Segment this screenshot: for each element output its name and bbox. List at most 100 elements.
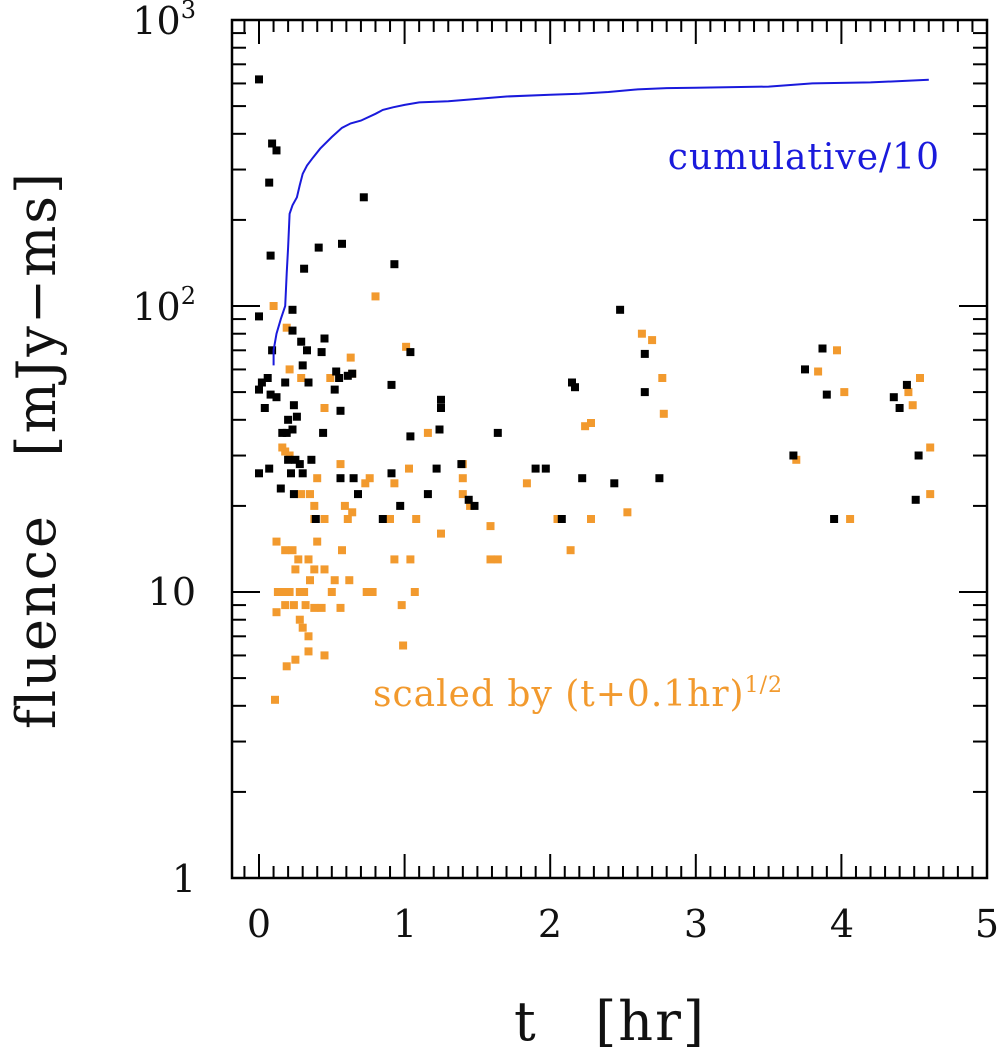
fluence-data-point [457,460,466,469]
fluence-data-point [655,474,664,483]
y-tick-label-10: 10 [148,570,196,614]
scaled-data-point [458,490,467,499]
fluence-data-point [822,390,831,399]
scaled-data-point [285,588,294,596]
fluence-data-point [338,239,346,248]
fluence-data-point [610,479,619,488]
scaled-data-point [840,388,849,397]
fluence-data-point [889,393,898,402]
fluence-data-point [300,264,309,273]
scaled-data-point [399,641,408,650]
scaled-data-point [916,374,924,382]
fluence-data-point [319,428,328,437]
fluence-data-point [288,305,297,314]
scaled-data-point [346,353,355,362]
fluence-data-point [289,490,298,499]
fluence-data-point [284,415,293,424]
y-axis-title: fluence [mJy−ms] [5,171,68,729]
fluence-data-point [343,371,352,380]
fluence-data-point [902,380,911,389]
cumulative-annotation: cumulative/10 [668,137,940,178]
scaled-data-point [310,501,319,510]
scaled-data-point [320,404,329,412]
fluence-data-point [568,378,576,387]
fluence-data-point [387,380,396,389]
fluence-data-point [332,367,341,376]
scaled-data-point [423,428,432,437]
scaled-data-point [271,695,279,704]
fluence-data-point [423,490,432,499]
scaled-data-point [310,603,319,612]
fluence-data-point [390,260,399,269]
scaled-data-point [904,388,913,397]
scaled-data-point [297,374,306,382]
scaled-data-point [362,588,371,596]
scaled-data-point [437,529,445,538]
y-tick-label-1000: 103 [132,0,196,43]
scaled-data-point [288,546,297,555]
scaled-data-point [365,474,374,483]
scaled-data-point [410,588,419,596]
fluence-data-point [278,428,287,437]
fluence-data-point [818,344,827,353]
scaled-data-point [553,515,562,523]
scaled-annotation: scaled by (t+0.1hr)1/2 [373,673,783,715]
scaled-data-point [386,515,394,523]
scaled-data-point [281,546,290,555]
scaled-data-point [637,329,646,338]
scaled-data-point [402,342,411,351]
scaled-data-point [336,460,345,469]
x-tick-labels: 0 1 2 3 4 5 [247,902,999,946]
fluence-data-point [289,401,298,410]
scaled-data-point [310,565,319,574]
fluence-data-point [255,75,263,84]
scaled-data-point [368,588,377,596]
scaled-data-point [659,409,668,418]
scaled-data-point [313,474,322,483]
scaled-data-point [390,555,399,564]
scaled-data-point [304,555,313,564]
fluence-data-point [789,451,798,460]
scaled-data-point [345,576,354,585]
fluence-data-point [830,515,839,523]
scaled-data-point [343,515,352,523]
fluence-data-point [260,404,269,412]
scaled-data-point [926,490,935,499]
x-tick-label: 4 [830,902,854,946]
fluence-data-point [292,412,301,421]
scaled-data-point [272,537,281,546]
scaled-data-point [330,576,339,585]
scaled-data-point [291,565,300,574]
fluence-data-point [531,464,540,473]
fluence-data-point [265,464,274,473]
scaled-data-point [814,367,823,376]
fluence-data-point [571,383,579,392]
scaled-data-point [317,603,326,612]
fluence-data-point [317,348,326,357]
fluence-data-point [437,395,445,404]
scaled-data-point [327,588,336,596]
fluence-data-point [281,378,290,387]
fluence-data-point [255,385,263,394]
scaled-data-point [466,501,475,510]
fluence-data-point [276,484,285,493]
fluence-data-point [470,501,479,510]
fluence-data-point [288,326,297,335]
scaled-data-point [486,555,495,564]
fluence-data-point [801,365,809,374]
fluence-series [255,75,923,523]
fluence-data-point [336,406,345,415]
fluence-data-point [266,251,275,260]
plot-frame [230,18,989,880]
fluence-data-point [284,455,293,464]
fluence-data-point [268,346,277,355]
scaled-data-point [326,374,335,382]
fluence-data-point [336,474,345,483]
fluence-data-point [354,490,362,499]
scaled-data-point [833,346,841,355]
fluence-data-point [263,374,272,382]
scaled-series [269,292,935,704]
fluence-data-point [578,474,587,483]
fluence-data-point [266,390,275,399]
fluence-data-point [314,243,323,252]
